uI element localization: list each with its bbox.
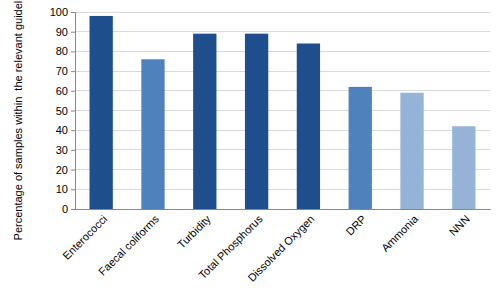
x-axis: EnterococciFaecal coliformsTurbidityTota… — [60, 210, 490, 284]
tick: 80 — [56, 45, 75, 57]
tick: Turbidity — [175, 212, 213, 250]
bar — [141, 59, 164, 209]
category-label: Faecal coliforms — [96, 212, 161, 277]
tick: 20 — [56, 164, 75, 176]
bar — [245, 34, 268, 209]
category-label: NNN — [447, 213, 472, 238]
tick: Enterococci — [60, 213, 109, 262]
category-label: Ammonia — [379, 212, 421, 254]
tick-mark — [71, 209, 75, 210]
category-label: Turbidity — [175, 212, 213, 250]
tick: 0 — [62, 203, 75, 215]
grid-line — [75, 169, 490, 170]
tick-label: 0 — [62, 203, 68, 215]
y-axis-title: Percentage of samples within the relevan… — [12, 0, 24, 240]
tick: 60 — [56, 85, 75, 97]
bar — [349, 87, 372, 209]
tick-label: 20 — [56, 164, 68, 176]
tick-mark — [71, 91, 75, 92]
tick-label: 90 — [56, 26, 68, 38]
tick: DRP — [343, 213, 368, 238]
bar — [90, 16, 113, 209]
bar — [297, 44, 320, 209]
axis-line — [76, 209, 491, 210]
tick-label: 30 — [56, 144, 68, 156]
chart: 0 10 20 30 40 50 60 70 80 90 100 EnterococciFaecal … — [0, 0, 500, 299]
tick: 30 — [56, 144, 75, 156]
tick-label: 40 — [56, 124, 68, 136]
tick: 50 — [56, 105, 75, 117]
bars — [90, 16, 476, 209]
grid-line — [75, 12, 490, 13]
tick: 100 — [50, 6, 75, 18]
grid-line — [75, 130, 490, 131]
tick-label: 60 — [56, 85, 68, 97]
tick: 70 — [56, 65, 75, 77]
tick: 90 — [56, 26, 75, 38]
plot-area: 0 10 20 30 40 50 60 70 80 90 100 EnterococciFaecal … — [50, 6, 491, 284]
y-axis: 0 10 20 30 40 50 60 70 80 90 100 — [50, 6, 76, 215]
tick-label: 10 — [56, 183, 68, 195]
tick-label: 50 — [56, 105, 68, 117]
tick-mark — [71, 150, 75, 151]
tick-mark — [71, 189, 75, 190]
grid-line — [75, 209, 490, 210]
tick-mark — [71, 130, 75, 131]
axis-line — [71, 13, 76, 210]
grid-line — [75, 189, 490, 190]
tick: Dissolved Oxygen — [245, 213, 316, 284]
grid-line — [75, 71, 490, 72]
tick-mark — [71, 111, 75, 112]
tick-label: 70 — [56, 65, 68, 77]
tick: Faecal coliforms — [96, 212, 161, 277]
bar — [193, 34, 216, 209]
category-label: DRP — [343, 213, 368, 238]
tick-mark — [71, 51, 75, 52]
tick-mark — [71, 170, 75, 171]
grid — [75, 12, 490, 209]
grid-line — [75, 149, 490, 150]
grid-line — [75, 90, 490, 91]
tick-mark — [71, 71, 75, 72]
tick-mark — [71, 12, 75, 13]
grid-line — [75, 31, 490, 32]
tick-label: 80 — [56, 45, 68, 57]
tick: Ammonia — [379, 212, 421, 254]
bar — [400, 93, 423, 209]
grid-line — [75, 51, 490, 52]
tick-mark — [71, 32, 75, 33]
category-label: Enterococci — [60, 213, 109, 262]
tick: 40 — [56, 124, 75, 136]
tick-label: 100 — [50, 6, 68, 18]
bar — [452, 126, 475, 209]
category-label: Dissolved Oxygen — [245, 213, 316, 284]
tick: 10 — [56, 183, 75, 195]
tick: NNN — [447, 213, 472, 238]
grid-line — [75, 110, 490, 111]
